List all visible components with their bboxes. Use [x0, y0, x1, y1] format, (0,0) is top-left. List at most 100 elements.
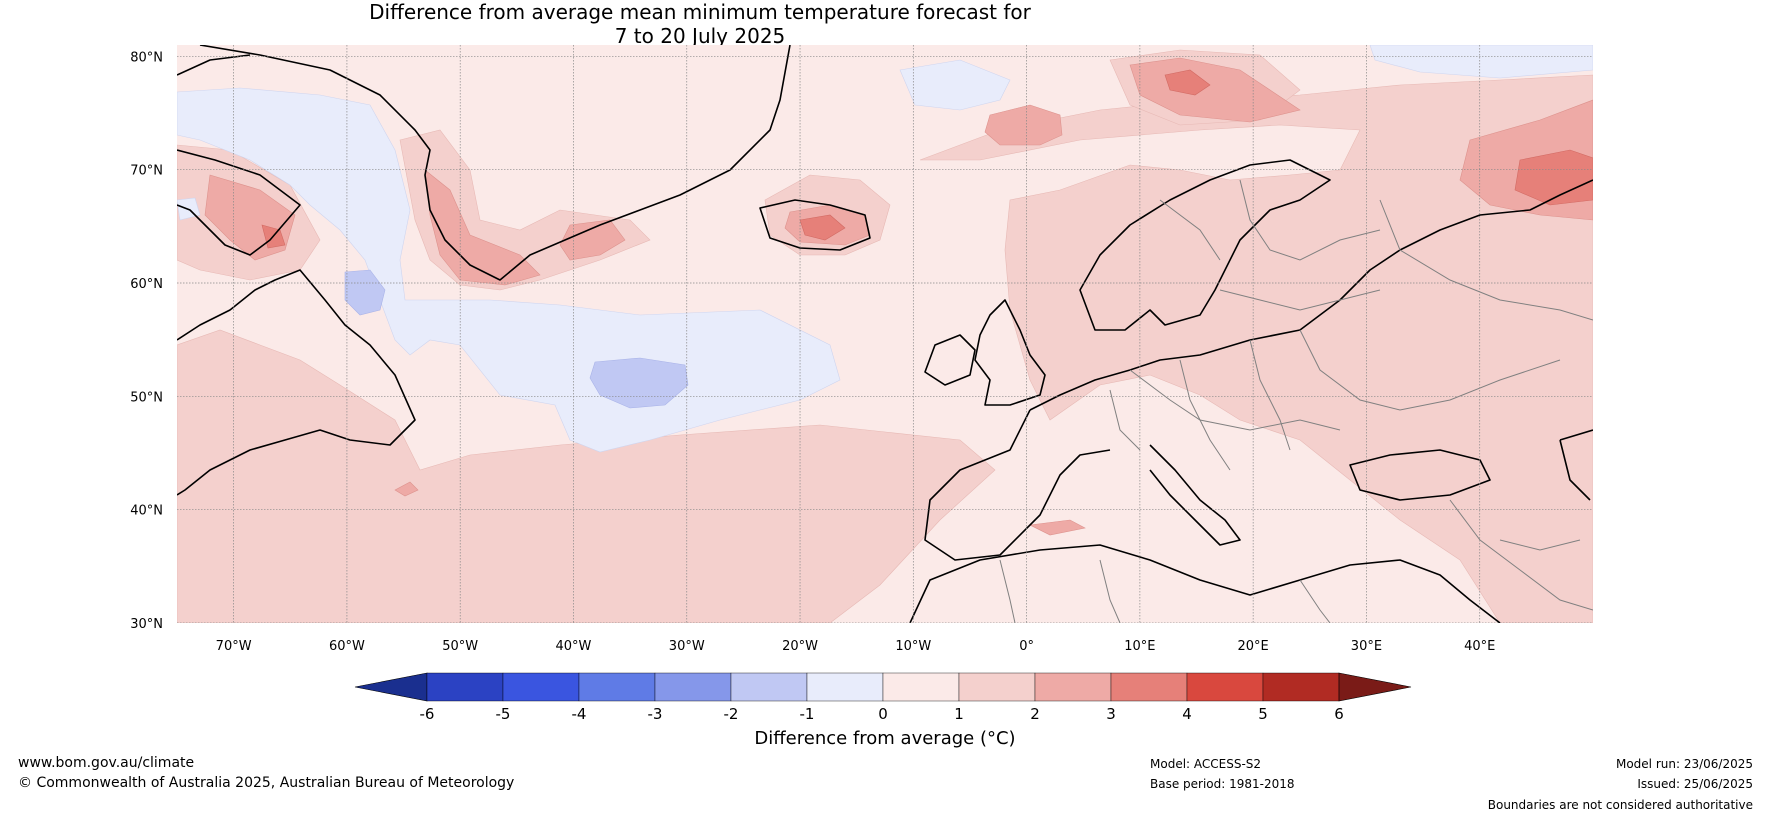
colorbar-extend-high	[1338, 672, 1412, 702]
colorbar-tick-label: -5	[496, 705, 511, 723]
issued-text: Issued: 25/06/2025	[1637, 777, 1753, 791]
colorbar-tick-label: 2	[1030, 705, 1040, 723]
colorbar-tick-label: 4	[1182, 705, 1192, 723]
greenland-coast	[199, 45, 791, 281]
latitude-label: 40°N	[130, 504, 163, 519]
colorbar-tick-label: -6	[420, 705, 435, 723]
colorbar-swatch	[958, 672, 1036, 702]
anomaly-region-neg2-neg1	[344, 269, 386, 316]
ireland-coast	[924, 334, 976, 386]
colorbar-swatch	[1262, 672, 1340, 702]
europe-coast	[1029, 179, 1593, 411]
colorbar-tick-label: 6	[1334, 705, 1344, 723]
longitude-label: 50°W	[442, 639, 478, 654]
colorbar-swatch	[1110, 672, 1188, 702]
anomaly-region-neg2-neg1	[589, 357, 689, 409]
latitude-label: 60°N	[130, 277, 163, 292]
longitude-label: 40°W	[556, 639, 592, 654]
border-line	[1219, 289, 1381, 311]
longitude-label: 60°W	[329, 639, 365, 654]
colorbar-tick-label: -2	[724, 705, 739, 723]
colorbar-extend-low	[354, 672, 428, 702]
anomaly-region-2-3	[394, 481, 419, 497]
border-line	[1109, 389, 1141, 451]
graticule	[177, 45, 1593, 623]
disclaimer-text: Boundaries are not considered authoritat…	[1488, 798, 1753, 812]
longitude-label: 10°W	[895, 639, 931, 654]
border-line	[1249, 339, 1291, 451]
border-line	[1129, 369, 1341, 431]
anomaly-region-2-3	[424, 169, 541, 286]
britain-coast	[974, 299, 1046, 406]
latitude-label: 70°N	[130, 164, 163, 179]
longitude-labels: 70°W 60°W 50°W 40°W 30°W 20°W 10°W 0° 10°E 20°E 30…	[216, 639, 1496, 654]
longitude-label: 30°W	[669, 639, 705, 654]
caspian-coast	[1559, 429, 1593, 501]
black-sea-coast	[1349, 449, 1491, 501]
latitude-label: 80°N	[130, 50, 163, 65]
border-line	[1159, 199, 1221, 261]
border-line	[1299, 329, 1561, 411]
anomaly-region-neg1-0	[177, 87, 841, 453]
title-line-1: Difference from average mean minimum tem…	[369, 0, 1031, 24]
colorbar-swatch	[578, 672, 656, 702]
colorbar-swatch	[730, 672, 808, 702]
border-line	[1449, 499, 1593, 611]
longitude-label: 0°	[1019, 639, 1034, 654]
baffin-coast	[177, 149, 301, 256]
anomaly-region-3-4	[799, 214, 846, 241]
latitude-label: 50°N	[130, 390, 163, 405]
colorbar-tick-label: 3	[1106, 705, 1116, 723]
border-line	[1499, 539, 1581, 551]
border-line	[1379, 199, 1593, 321]
anomaly-region-2-3	[984, 104, 1063, 146]
copyright-text: © Commonwealth of Australia 2025, Austra…	[18, 775, 514, 791]
iceland-coast	[759, 199, 871, 251]
colorbar-tick-label: 0	[878, 705, 888, 723]
colorbar-tick-label: 1	[954, 705, 964, 723]
map-title: Difference from average mean minimum tem…	[0, 0, 1400, 48]
colorbar-swatch	[882, 672, 960, 702]
colorbar-swatch	[806, 672, 884, 702]
colorbar: -6 -5 -4 -3 -2 -1 0 1 2 3 4 5 6	[354, 672, 1412, 723]
longitude-label: 30°E	[1351, 639, 1382, 654]
anomaly-field	[177, 45, 1593, 623]
colorbar-label: Difference from average (°C)	[754, 728, 1016, 749]
base-period-text: Base period: 1981-2018	[1150, 777, 1295, 791]
anomaly-region-2-3	[559, 219, 626, 261]
anomaly-region-1-2	[919, 74, 1593, 623]
colorbar-tick-label: -3	[648, 705, 663, 723]
labrador-coast	[177, 269, 416, 496]
mediterranean-south-coast	[909, 544, 1501, 623]
colorbar-swatch	[502, 672, 580, 702]
greenland-north-coast	[177, 54, 251, 76]
colorbar-swatch	[1186, 672, 1264, 702]
latitude-label: 30°N	[130, 617, 163, 632]
longitude-label: 20°W	[782, 639, 818, 654]
colorbar-tick-label: 5	[1258, 705, 1268, 723]
longitude-label: 70°W	[216, 639, 252, 654]
model-text: Model: ACCESS-S2	[1150, 757, 1261, 771]
website-text: www.bom.gov.au/climate	[18, 755, 194, 771]
longitude-label: 10°E	[1124, 639, 1155, 654]
longitude-label: 40°E	[1464, 639, 1495, 654]
colorbar-swatch	[426, 672, 504, 702]
border-line	[1299, 579, 1331, 623]
model-run-text: Model run: 23/06/2025	[1616, 757, 1753, 771]
country-borders	[999, 179, 1593, 623]
colorbar-tick-label: -4	[572, 705, 587, 723]
anomaly-region-3-4	[1514, 149, 1593, 206]
iberia-coast	[924, 409, 1111, 561]
colorbar-tick-label: -1	[800, 705, 815, 723]
colorbar-swatch	[654, 672, 732, 702]
anomaly-region-neg1-0	[899, 59, 1011, 111]
border-line	[999, 559, 1016, 623]
longitude-label: 20°E	[1238, 639, 1269, 654]
border-line	[1179, 359, 1231, 471]
scandinavia-coast	[1079, 159, 1331, 331]
title-line-2: 7 to 20 July 2025	[614, 24, 786, 48]
coastlines	[177, 45, 1593, 623]
latitude-labels: 80°N 70°N 60°N 50°N 40°N 30°N	[130, 50, 163, 632]
anomaly-region-3-4	[1164, 69, 1211, 96]
italy-coast	[1149, 444, 1241, 546]
